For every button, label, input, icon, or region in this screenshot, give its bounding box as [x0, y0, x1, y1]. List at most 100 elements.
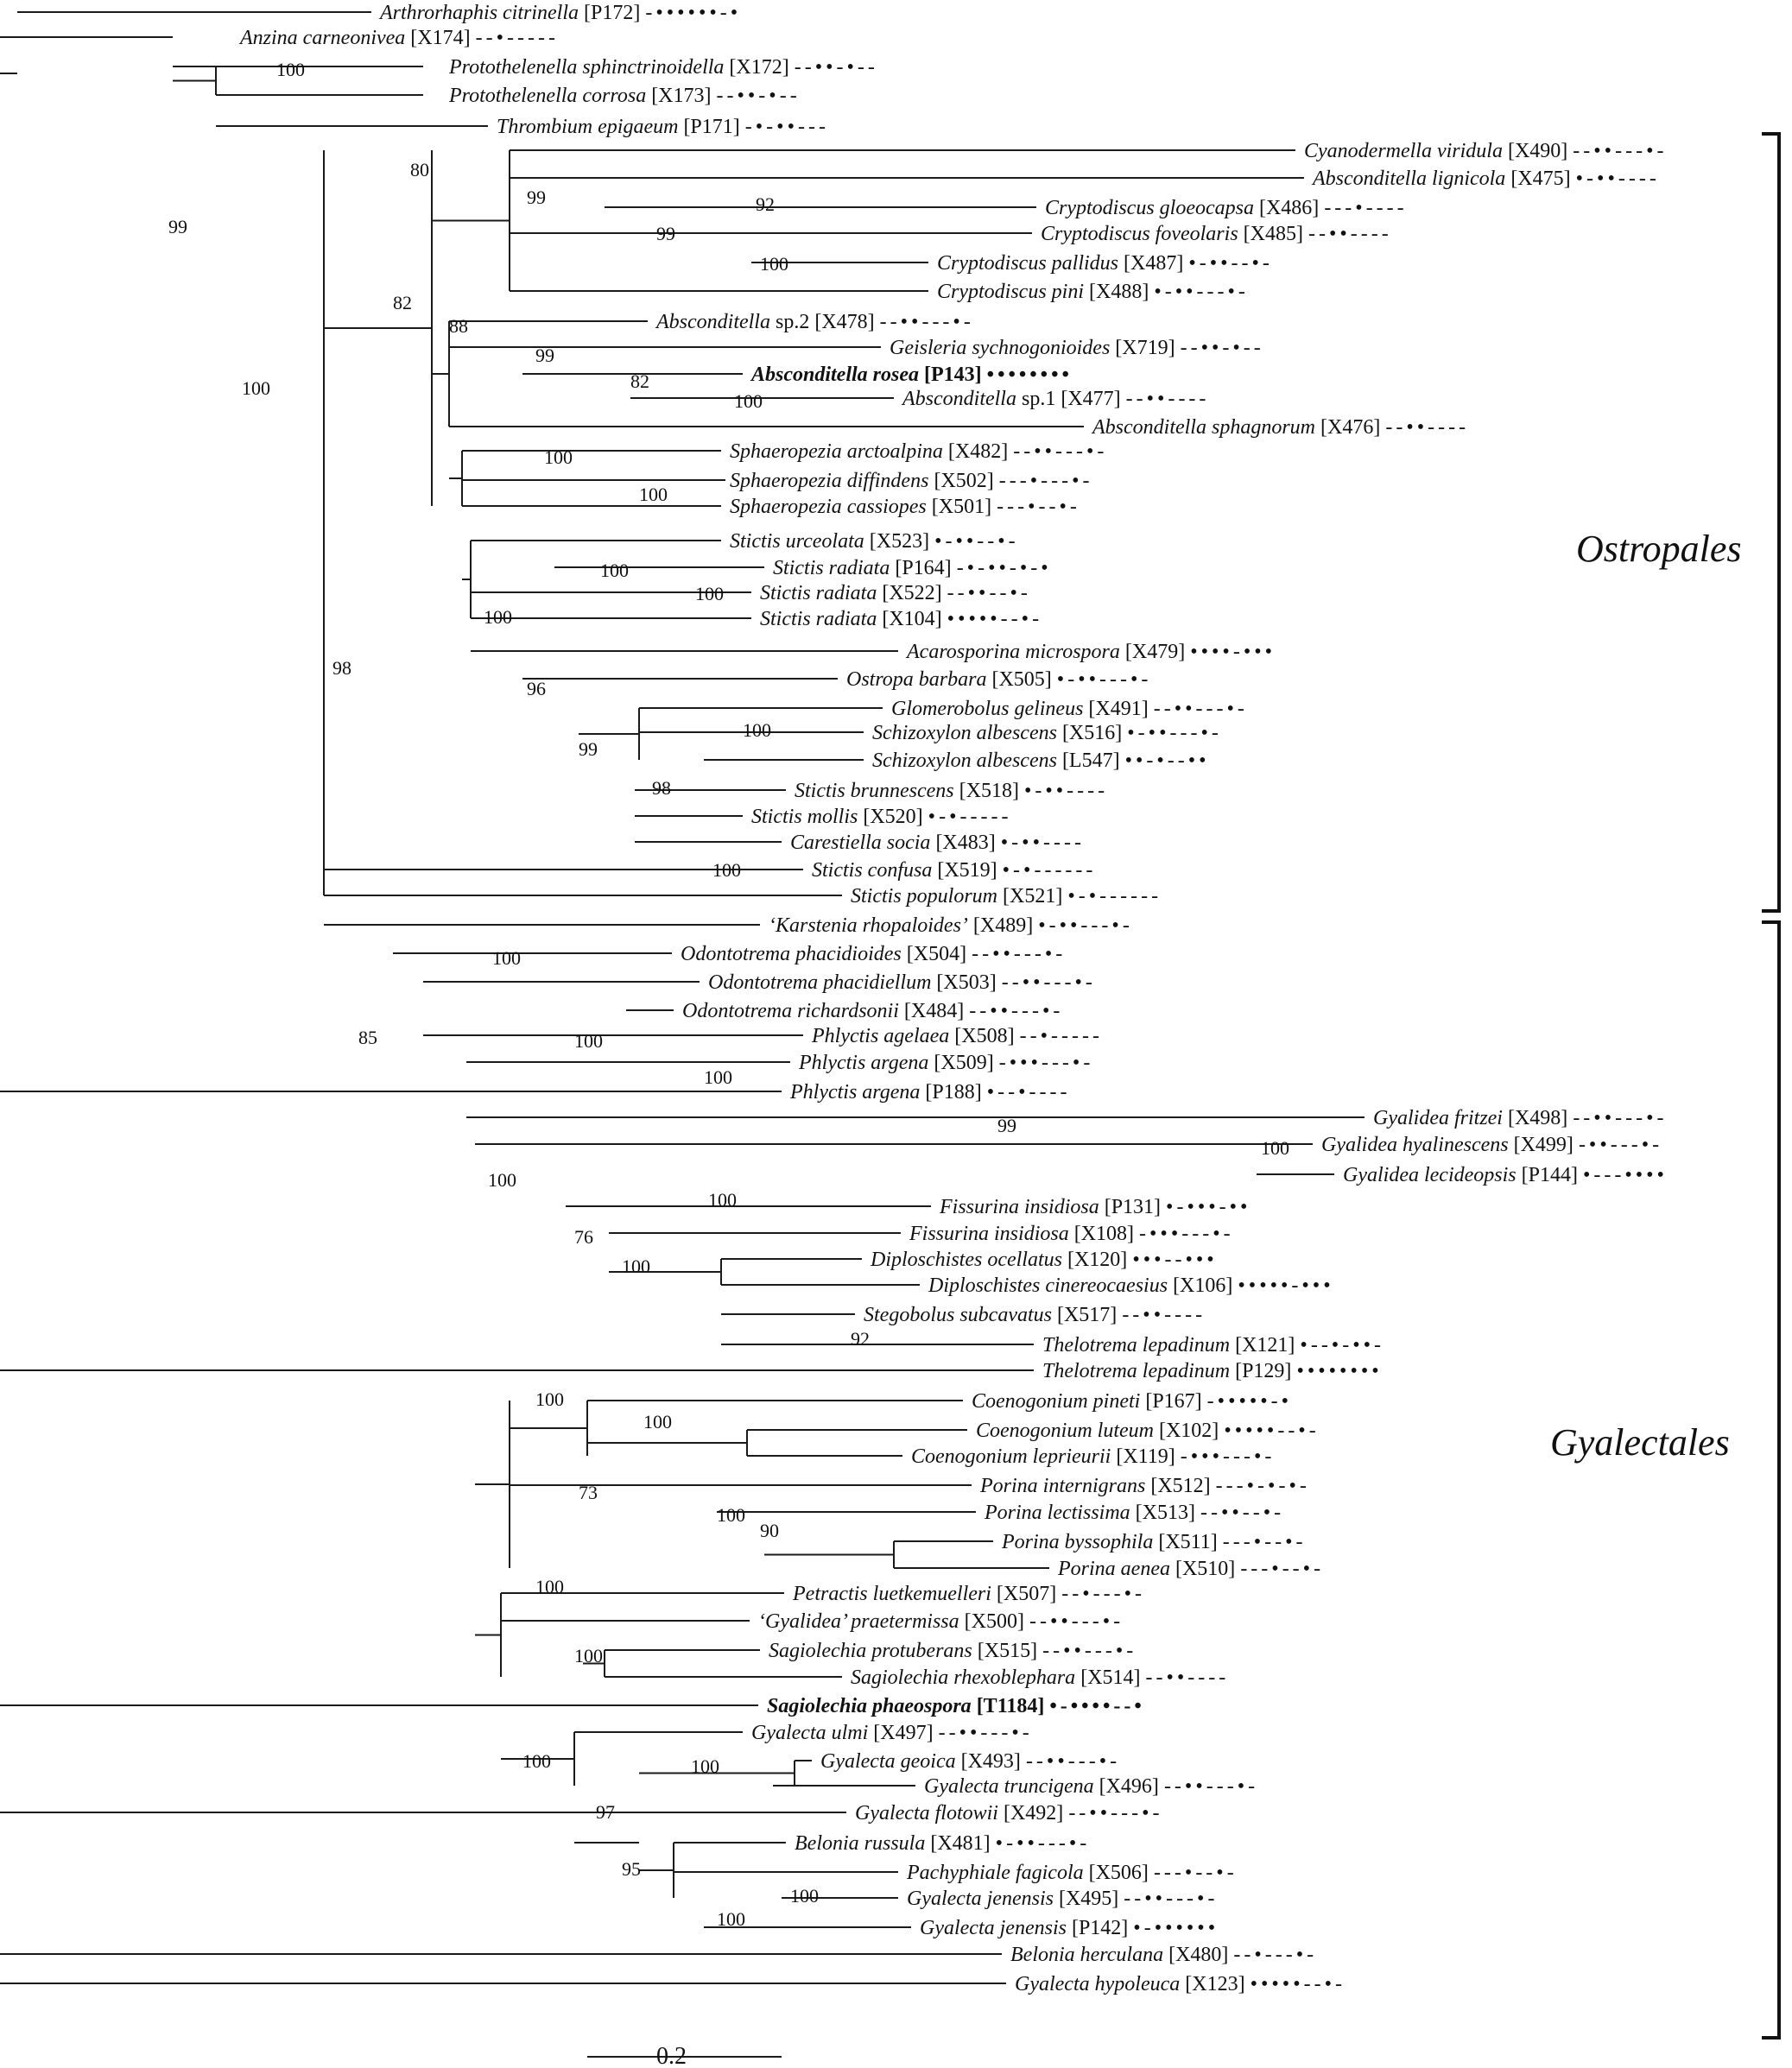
character-pattern: --••---•- [1002, 971, 1096, 994]
character-pattern: ---•---•- [999, 470, 1093, 492]
support-value: 100 [712, 859, 741, 881]
character-pattern: •-••--•- [934, 530, 1019, 553]
character-pattern: --••---•- [939, 1722, 1033, 1744]
voucher-code: [X119] [1111, 1445, 1180, 1468]
support-values: 100 99 100 98 82 80 99 99 92 100 88 99 82 100 100 100 10… [168, 59, 1289, 1930]
character-pattern: --••---- [1126, 388, 1210, 410]
taxon-name: Petractis luetkemuelleri [792, 1583, 991, 1605]
character-pattern: ---•--•- [1223, 1531, 1307, 1553]
character-pattern: --••---•- [969, 1000, 1063, 1022]
taxon-label: Stegobolus subcavatus [X517] --••---- [864, 1304, 1206, 1326]
taxon-label: Stictis radiata [X522] --••--•- [760, 582, 1031, 604]
taxon-name: Stegobolus subcavatus [864, 1304, 1052, 1326]
voucher-code: [X475] [1505, 168, 1575, 190]
character-pattern: -•••---•- [1139, 1223, 1234, 1245]
taxon-label: Stictis radiata [P164] -•-••-•-• [773, 557, 1052, 579]
character-pattern: --•---•- [1061, 1583, 1145, 1605]
character-pattern: -••••••-• [645, 2, 741, 24]
taxon-name: Phlyctis argena [798, 1052, 928, 1074]
support-value: 100 [643, 1411, 672, 1432]
taxon-labels: Arthrorhaphis citrinella [P172] -••••••-… [238, 2, 1668, 1995]
voucher-code: [X477] [1055, 388, 1125, 410]
support-value: 88 [449, 315, 468, 337]
support-value: 100 [544, 446, 573, 468]
voucher-code: [X510] [1170, 1558, 1240, 1580]
voucher-code: [X497] [868, 1722, 938, 1744]
character-pattern: --•---•- [1233, 1944, 1317, 1966]
taxon-name: Stictis urceolata [730, 530, 864, 553]
taxon-name: Gyalecta jenensis [920, 1917, 1067, 1939]
taxon-name: Stictis confusa [812, 859, 932, 882]
taxon-label: Fissurina insidiosa [X108] -•••---•- [909, 1223, 1234, 1245]
character-pattern: •-••---•- [1038, 914, 1133, 937]
support-value: 100 [522, 1750, 551, 1772]
support-value: 80 [410, 159, 429, 180]
voucher-code: [X104] [877, 608, 947, 630]
taxon-label: Sphaeropezia diffindens [X502] ---•---•- [730, 470, 1093, 492]
taxon-name: Fissurina insidiosa [909, 1223, 1069, 1245]
support-value: 100 [790, 1885, 819, 1907]
taxon-label: Coenogonium leprieurii [X119] -•••---•- [911, 1445, 1275, 1468]
taxon-name: Sagiolechia rhexoblephara [851, 1666, 1075, 1689]
support-value: 100 [734, 390, 763, 412]
character-pattern: •••••--•- [947, 608, 1042, 630]
clade-annotations: Ostropales Gyalectales [1550, 132, 1781, 2040]
voucher-code: [X488] [1084, 281, 1154, 303]
taxon-name: Schizoxylon albescens [872, 749, 1057, 772]
support-value: 100 [574, 1645, 603, 1666]
taxon-label: Ostropa barbara [X505] •-••---•- [846, 668, 1151, 691]
taxon-label: Odontotrema phacidioides [X504] --••---•… [681, 943, 1066, 965]
character-pattern: --••---- [1308, 223, 1392, 245]
voucher-code: [P144] [1517, 1164, 1583, 1186]
taxon-label: Thelotrema lepadinum [X121] •--•-••- [1042, 1334, 1384, 1357]
taxon-label: Stictis brunnescens [X518] •-••---- [795, 780, 1108, 802]
taxon-label: Absconditella sphagnorum [X476] --••---- [1091, 416, 1469, 439]
voucher-code: [P171] [678, 116, 744, 138]
support-value: 98 [332, 657, 351, 679]
support-value: 100 [760, 253, 788, 275]
voucher-code: [T1184] [972, 1695, 1050, 1717]
voucher-code: [X507] [991, 1583, 1061, 1605]
taxon-label: Cyanodermella viridula [X490] --••---•- [1304, 140, 1667, 162]
character-pattern: •••••--•- [1251, 1973, 1346, 1995]
taxon-name: Porina lectissima [984, 1502, 1130, 1524]
voucher-code: [X490] [1503, 140, 1573, 162]
taxon-name: Ostropa barbara [846, 668, 986, 691]
voucher-code: [X517] [1052, 1304, 1122, 1326]
voucher-code: [X502] [928, 470, 998, 492]
support-value: 100 [492, 947, 521, 969]
taxon-label: Acarosporina microspora [X479] ••••-••• [905, 641, 1276, 663]
voucher-code: [X102] [1154, 1420, 1224, 1442]
taxon-label: Cryptodiscus gloeocapsa [X486] ---•---- [1045, 197, 1408, 219]
taxon-name: Geisleria sychnogonioides [890, 337, 1110, 359]
voucher-code: [X484] [899, 1000, 969, 1022]
support-value: 100 [691, 1755, 719, 1777]
voucher-code: [X508] [949, 1025, 1019, 1047]
taxon-name: Sagiolechia protuberans [769, 1640, 972, 1662]
taxon-name: Diploschistes cinereocaesius [928, 1274, 1168, 1297]
support-value: 100 [484, 606, 512, 628]
support-value: 90 [760, 1520, 779, 1541]
character-pattern: •-••---- [1001, 832, 1085, 854]
support-value: 82 [393, 292, 412, 313]
character-pattern: --••---•- [1026, 1750, 1120, 1773]
voucher-code: [P131] [1099, 1196, 1166, 1218]
support-value: 95 [622, 1858, 641, 1880]
character-pattern: •--•-••- [1300, 1334, 1384, 1357]
taxon-label: Coenogonium pineti [P167] -•••••-• [972, 1390, 1292, 1413]
character-pattern: --•----- [476, 27, 559, 49]
support-value: 100 [574, 1030, 603, 1052]
taxon-name: Cryptodiscus foveolaris [1041, 223, 1238, 245]
character-pattern: •---•••• [1583, 1164, 1668, 1186]
taxon-name: Protothelenella sphinctrinoidella [448, 56, 724, 79]
taxon-label: Pachyphiale fagicola [X506] ---•--•- [906, 1862, 1238, 1884]
taxon-label: Sagiolechia protuberans [X515] --••---•- [769, 1640, 1137, 1662]
clade-gyalectales-label: Gyalectales [1550, 1421, 1730, 1464]
clade-bracket [1762, 132, 1781, 913]
taxon-name: Absconditella sphagnorum [1091, 416, 1315, 439]
taxon-name: Gyalidea lecideopsis [1343, 1164, 1517, 1186]
character-pattern: --••---•- [1013, 440, 1107, 463]
character-pattern: -•••••-• [1207, 1390, 1292, 1413]
voucher-code: [X486] [1254, 197, 1324, 219]
voucher-code: [X509] [928, 1052, 998, 1074]
